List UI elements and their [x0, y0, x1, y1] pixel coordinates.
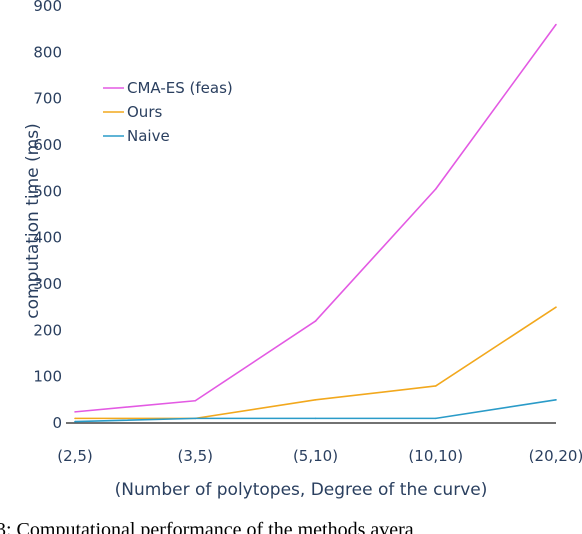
data-point — [194, 399, 197, 402]
x-tick-label: (2,5) — [57, 447, 93, 465]
y-tick-labels: 0 100 200 300 400 500 600 700 800 900 — [33, 0, 62, 432]
y-axis-title: computation time (ms) — [23, 123, 43, 318]
data-point — [555, 23, 557, 26]
data-point — [434, 417, 437, 420]
data-point — [314, 320, 317, 322]
x-tick-label: (5,10) — [293, 447, 338, 465]
y-tick-label: 700 — [33, 90, 62, 108]
x-tick-label: (3,5) — [177, 447, 213, 465]
data-point — [314, 417, 317, 420]
y-tick-label: 900 — [33, 0, 62, 15]
y-tick-label: 200 — [33, 321, 62, 339]
y-tick-label: 800 — [33, 43, 62, 61]
data-point — [434, 188, 437, 190]
y-tick-label: 300 — [33, 275, 62, 293]
x-tick-label: (10,10) — [408, 447, 463, 465]
data-point — [314, 399, 317, 401]
legend-label: CMA-ES (feas) — [127, 79, 233, 97]
data-point — [194, 417, 197, 420]
legend-label: Ours — [127, 103, 162, 121]
series-lines — [74, 23, 557, 423]
figure-caption: 3: Computational performance of the meth… — [0, 519, 414, 534]
data-point — [555, 399, 557, 401]
x-tick-label: (20,20) — [529, 447, 582, 465]
legend: CMA-ES (feas) Ours Naive — [103, 79, 233, 145]
y-tick-label: 500 — [33, 182, 62, 200]
data-point — [555, 306, 557, 308]
data-point — [74, 411, 76, 413]
legend-label: Naive — [127, 127, 170, 145]
x-axis-title: (Number of polytopes, Degree of the curv… — [115, 480, 488, 500]
y-tick-label: 0 — [52, 414, 62, 432]
y-tick-label: 600 — [33, 136, 62, 154]
x-tick-labels: (2,5) (3,5) (5,10) (10,10) (20,20) — [57, 447, 582, 465]
data-point — [74, 417, 76, 420]
data-point — [74, 420, 76, 423]
y-tick-label: 100 — [33, 368, 62, 386]
data-point — [434, 385, 437, 387]
series-line-ours — [75, 306, 557, 420]
y-tick-label: 400 — [33, 229, 62, 247]
